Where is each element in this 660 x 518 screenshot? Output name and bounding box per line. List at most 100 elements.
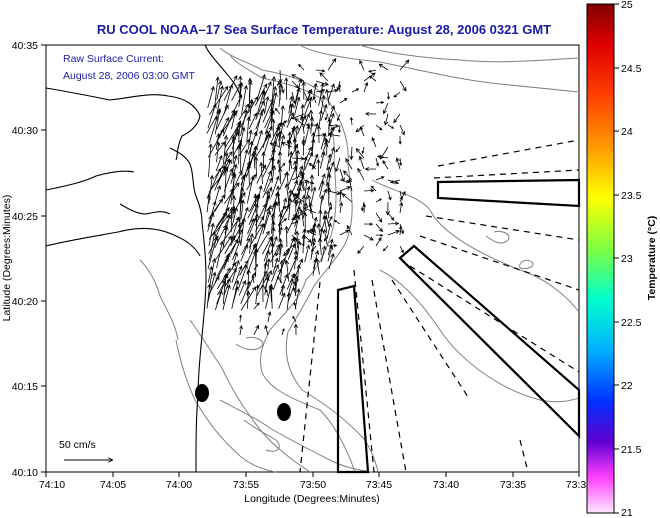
- current-vector-arrow: [238, 279, 247, 296]
- current-vector-arrow: [399, 190, 406, 203]
- current-vector-arrow: [240, 199, 245, 220]
- current-vector-arrow: [246, 163, 251, 185]
- current-vector-arrow: [284, 225, 289, 247]
- current-vector-arrow: [272, 268, 282, 290]
- current-vector-arrow: [224, 235, 236, 255]
- current-vector-arrow: [291, 173, 306, 181]
- current-vector-arrow: [295, 238, 305, 247]
- current-vector-arrow: [301, 234, 306, 254]
- current-vector-arrow: [308, 162, 317, 170]
- current-vector-arrow: [385, 201, 390, 216]
- current-vector-arrow: [232, 139, 242, 157]
- current-vector-arrow: [222, 108, 236, 137]
- current-vector-arrow: [362, 203, 366, 214]
- current-vector-arrow: [278, 242, 284, 263]
- current-vector-arrow: [223, 134, 229, 164]
- colorbar-tick: 23: [621, 253, 633, 265]
- current-vector-arrow: [346, 224, 353, 236]
- x-tick-label: 74:05: [100, 479, 126, 491]
- current-vector-arrow: [248, 112, 258, 130]
- current-vector-arrow: [278, 292, 286, 309]
- current-vector-arrow: [382, 245, 389, 252]
- current-vector-arrow: [279, 80, 285, 94]
- current-vector-arrow: [238, 264, 248, 289]
- current-vector-arrow: [216, 116, 230, 142]
- current-vector-arrow: [296, 186, 302, 207]
- current-vector-arrow: [376, 154, 389, 159]
- current-vector-arrow: [208, 222, 215, 247]
- current-vector-arrow: [304, 124, 311, 144]
- current-vector-arrow: [319, 194, 324, 213]
- current-vector-arrow: [317, 237, 323, 256]
- current-vector-arrow: [368, 75, 377, 82]
- current-vector-arrow: [231, 135, 236, 164]
- x-tick-label: 73:40: [433, 479, 459, 491]
- current-vector-arrow: [253, 156, 259, 177]
- current-vector-arrow: [351, 88, 360, 93]
- current-vector-arrow: [208, 143, 213, 178]
- current-vector-arrow: [361, 146, 365, 155]
- current-vector-arrow: [322, 214, 328, 232]
- current-vector-arrow: [357, 167, 365, 181]
- current-vector-arrow: [370, 185, 377, 192]
- current-vector-arrow: [256, 230, 270, 254]
- current-vector-arrow: [267, 311, 272, 323]
- current-vector-arrow: [216, 240, 224, 268]
- current-vector-arrow: [303, 91, 309, 102]
- current-vector-arrow: [263, 237, 274, 262]
- current-vector-arrow: [264, 109, 275, 135]
- current-vector-arrow: [319, 151, 326, 169]
- x-tick-label: 74:00: [166, 479, 192, 491]
- current-vector-arrow: [375, 237, 382, 247]
- current-vector-arrow: [291, 192, 301, 203]
- current-vector-arrow: [291, 193, 305, 203]
- current-vector-arrow: [232, 169, 243, 190]
- current-vector-arrow: [315, 80, 329, 86]
- current-vector-arrow: [248, 140, 254, 164]
- current-vector-arrow: [246, 175, 255, 204]
- current-vector-arrow: [223, 277, 231, 297]
- current-vector-arrow: [214, 76, 220, 107]
- current-vector-arrow: [292, 315, 297, 323]
- current-vector-arrow: [248, 80, 253, 109]
- current-vector-arrow: [294, 87, 301, 109]
- current-vector-arrow: [215, 289, 223, 311]
- current-vector-arrow: [270, 156, 275, 177]
- current-vector-arrow: [301, 81, 306, 100]
- current-vector-arrow: [223, 267, 237, 288]
- current-vector-arrow: [318, 109, 323, 128]
- current-vector-arrow: [321, 245, 327, 263]
- current-vector-arrow: [294, 275, 299, 296]
- current-vector-arrow: [288, 197, 293, 221]
- current-vector-arrow: [328, 252, 335, 270]
- current-vector-arrow: [238, 103, 250, 121]
- current-vector-arrow: [283, 245, 293, 257]
- current-vector-arrow: [269, 142, 281, 148]
- current-vector-arrow: [288, 255, 298, 275]
- current-vector-arrow: [375, 124, 383, 131]
- current-vector-arrow: [291, 221, 299, 225]
- current-vector-arrow: [223, 167, 229, 199]
- current-vector-arrow: [327, 206, 332, 214]
- y-tick-label: 40:25: [12, 211, 38, 223]
- colorbar-tick: 21.5: [621, 444, 642, 456]
- current-vector-arrow: [359, 59, 365, 71]
- current-vector-arrow: [399, 245, 404, 254]
- current-vector-arrow: [291, 212, 305, 221]
- x-tick-label: 73:35: [500, 479, 526, 491]
- x-axis: 74:10 74:05 74:00 73:55 73:50 73:45 73:4…: [39, 472, 586, 505]
- current-vector-arrow: [256, 73, 266, 100]
- current-vector-arrow: [222, 273, 228, 305]
- current-vector-arrow: [214, 107, 222, 135]
- current-vector-arrow: [216, 85, 224, 114]
- current-vector-arrow: [239, 325, 243, 336]
- current-vector-arrow: [302, 202, 308, 220]
- current-vector-arrow: [288, 159, 293, 170]
- current-vector-arrow: [272, 257, 279, 275]
- current-vector-arrow: [299, 115, 305, 134]
- current-vector-arrow: [275, 245, 281, 257]
- current-vector-arrow: [276, 276, 283, 284]
- current-vector-arrow: [386, 91, 390, 100]
- y-tick-label: 40:35: [12, 40, 38, 52]
- current-vector-arrow: [278, 204, 290, 226]
